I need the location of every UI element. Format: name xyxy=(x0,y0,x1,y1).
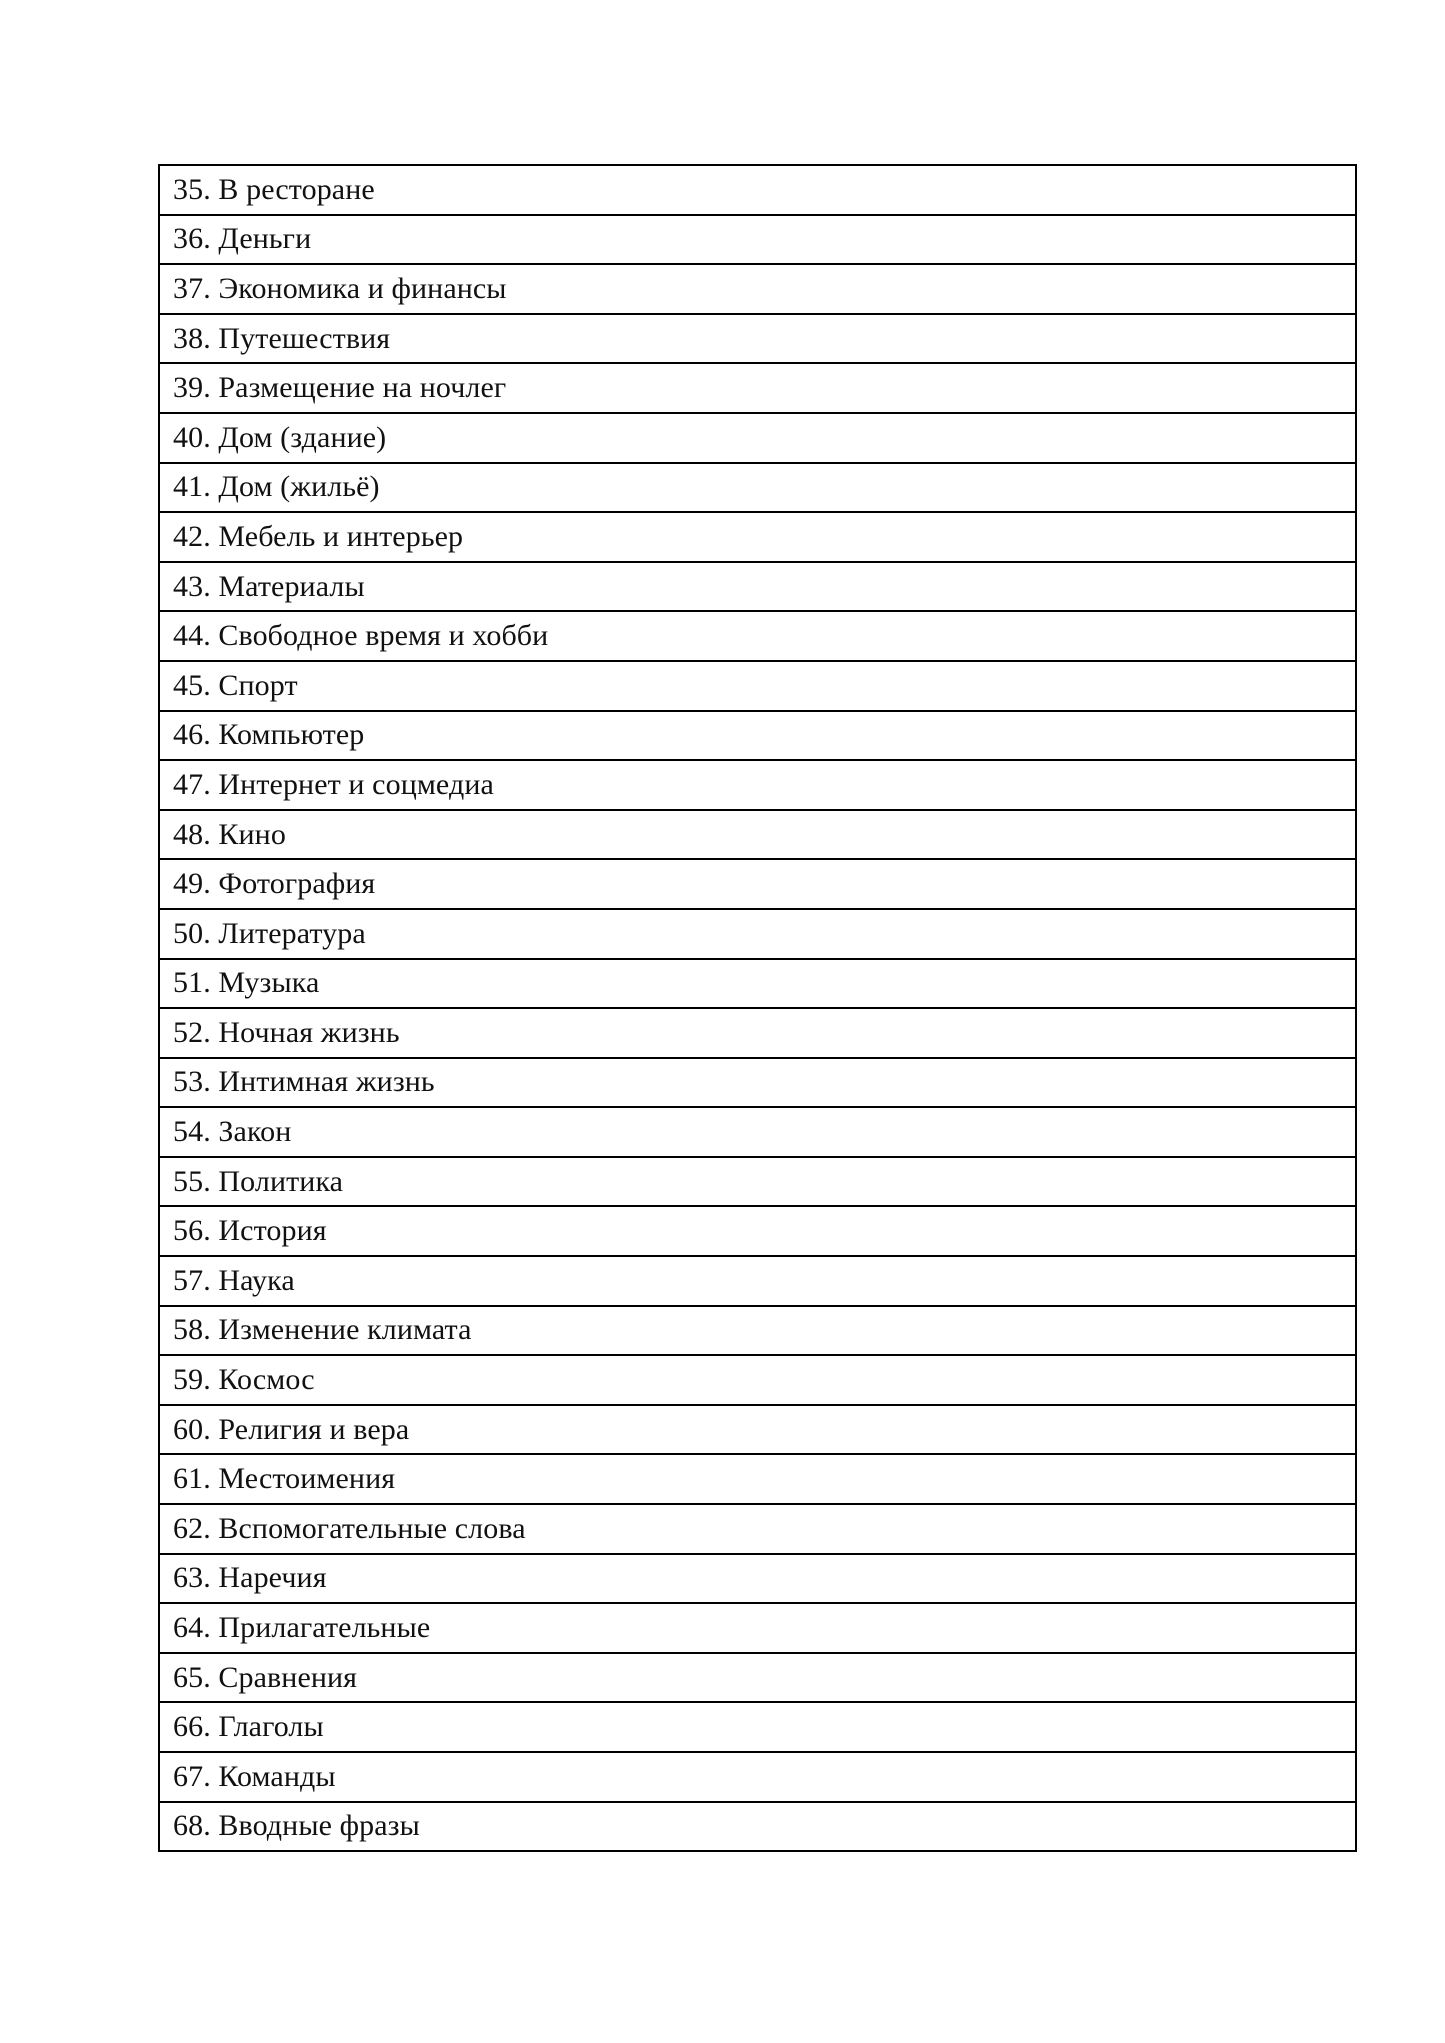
contents-entry: 52. Ночная жизнь xyxy=(158,1007,1357,1059)
table-row: 40. Дом (здание) xyxy=(158,411,1357,464)
table-row: 51. Музыка xyxy=(158,957,1357,1010)
contents-entry: 39. Размещение на ночлег xyxy=(158,362,1357,414)
contents-entry: 66. Глаголы xyxy=(158,1701,1357,1753)
contents-entry: 58. Изменение климата xyxy=(158,1304,1357,1357)
table-row: 43. Материалы xyxy=(158,560,1357,613)
contents-entry: 54. Закон xyxy=(158,1106,1357,1158)
contents-entry: 64. Прилагательные xyxy=(158,1602,1357,1654)
table-row: 38. Путешествия xyxy=(158,312,1357,365)
contents-entry: 68. Вводные фразы xyxy=(158,1800,1357,1853)
table-row: 35. В ресторане xyxy=(158,164,1357,216)
table-row: 63. Наречия xyxy=(158,1552,1357,1605)
table-row: 64. Прилагательные xyxy=(158,1602,1357,1654)
table-row: 66. Глаголы xyxy=(158,1701,1357,1753)
table-row: 49. Фотография xyxy=(158,858,1357,910)
table-row: 58. Изменение климата xyxy=(158,1304,1357,1357)
table-row: 42. Мебель и интерьер xyxy=(158,511,1357,563)
contents-entry: 60. Религия и вера xyxy=(158,1403,1357,1456)
contents-entry: 38. Путешествия xyxy=(158,312,1357,365)
contents-entry: 51. Музыка xyxy=(158,957,1357,1010)
table-row: 41. Дом (жильё) xyxy=(158,461,1357,514)
contents-entry: 36. Деньги xyxy=(158,213,1357,266)
table-row: 62. Вспомогательные слова xyxy=(158,1503,1357,1555)
contents-entry: 50. Литература xyxy=(158,907,1357,960)
contents-entry: 61. Местоимения xyxy=(158,1453,1357,1506)
table-row: 39. Размещение на ночлег xyxy=(158,362,1357,414)
contents-entry: 35. В ресторане xyxy=(158,164,1357,216)
contents-entry: 62. Вспомогательные слова xyxy=(158,1503,1357,1555)
contents-entry: 59. Космос xyxy=(158,1354,1357,1406)
table-row: 56. История xyxy=(158,1205,1357,1258)
table-row: 68. Вводные фразы xyxy=(158,1800,1357,1853)
contents-entry: 47. Интернет и соцмедиа xyxy=(158,759,1357,811)
contents-entry: 42. Мебель и интерьер xyxy=(158,511,1357,563)
table-row: 48. Кино xyxy=(158,808,1357,861)
contents-entry: 56. История xyxy=(158,1205,1357,1258)
table-row: 59. Космос xyxy=(158,1354,1357,1406)
contents-entry: 43. Материалы xyxy=(158,560,1357,613)
contents-entry: 55. Политика xyxy=(158,1155,1357,1208)
contents-entry: 67. Команды xyxy=(158,1751,1357,1803)
contents-entry: 40. Дом (здание) xyxy=(158,411,1357,464)
contents-entry: 45. Спорт xyxy=(158,659,1357,712)
table-row: 54. Закон xyxy=(158,1106,1357,1158)
contents-entry: 53. Интимная жизнь xyxy=(158,1056,1357,1109)
contents-entry: 57. Наука xyxy=(158,1255,1357,1307)
contents-entry: 41. Дом (жильё) xyxy=(158,461,1357,514)
table-row: 52. Ночная жизнь xyxy=(158,1007,1357,1059)
contents-entry: 44. Свободное время и хобби xyxy=(158,610,1357,662)
contents-entry: 49. Фотография xyxy=(158,858,1357,910)
table-row: 53. Интимная жизнь xyxy=(158,1056,1357,1109)
table-row: 55. Политика xyxy=(158,1155,1357,1208)
table-row: 36. Деньги xyxy=(158,213,1357,266)
contents-entry: 46. Компьютер xyxy=(158,709,1357,762)
contents-entry: 65. Сравнения xyxy=(158,1651,1357,1704)
table-row: 46. Компьютер xyxy=(158,709,1357,762)
contents-entry: 63. Наречия xyxy=(158,1552,1357,1605)
table-row: 65. Сравнения xyxy=(158,1651,1357,1704)
contents-entry: 48. Кино xyxy=(158,808,1357,861)
contents-entry: 37. Экономика и финансы xyxy=(158,263,1357,315)
table-row: 67. Команды xyxy=(158,1751,1357,1803)
table-row: 47. Интернет и соцмедиа xyxy=(158,759,1357,811)
table-row: 57. Наука xyxy=(158,1255,1357,1307)
contents-table: 35. В ресторане 36. Деньги 37. Экономика и… xyxy=(158,164,1357,1853)
contents-table-body: 35. В ресторане 36. Деньги 37. Экономика и… xyxy=(158,164,1357,1853)
table-row: 60. Религия и вера xyxy=(158,1403,1357,1456)
table-row: 44. Свободное время и хобби xyxy=(158,610,1357,662)
table-row: 61. Местоимения xyxy=(158,1453,1357,1506)
table-row: 50. Литература xyxy=(158,907,1357,960)
table-row: 37. Экономика и финансы xyxy=(158,263,1357,315)
table-row: 45. Спорт xyxy=(158,659,1357,712)
